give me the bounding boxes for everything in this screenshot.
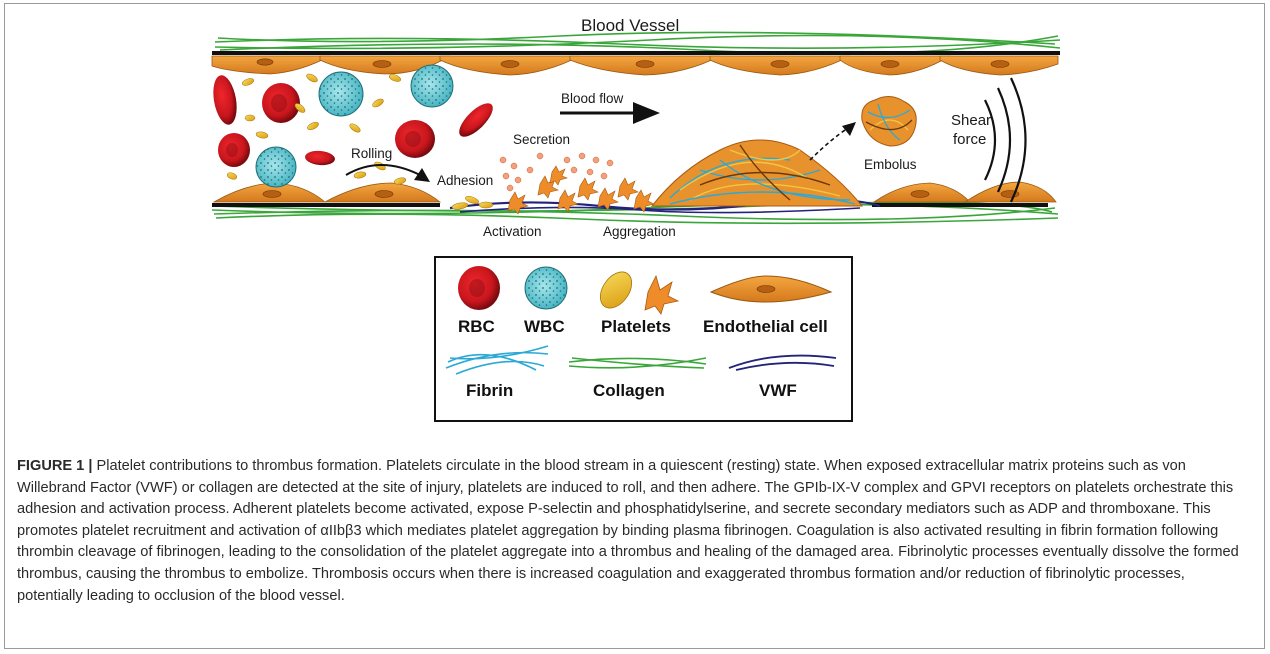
bottom-vessel-wall-left	[212, 203, 440, 207]
aggregation-label: Aggregation	[603, 224, 676, 239]
bottom-vessel-wall-right	[872, 203, 1048, 207]
activation-label: Activation	[483, 224, 542, 239]
embolus	[861, 96, 917, 147]
caption-text: Platelet contributions to thrombus forma…	[17, 458, 1239, 604]
shear-force-arcs	[984, 77, 1027, 203]
embolus-label: Embolus	[864, 157, 917, 172]
adhesion-label: Adhesion	[437, 173, 494, 188]
activated-platelets	[507, 165, 655, 215]
shear-label-line1: Shear	[951, 112, 992, 129]
legend-wbc-label: WBC	[524, 317, 565, 336]
thrombus-formation-figure: Blood Vessel Blood flow Secretion Rollin…	[211, 16, 1061, 422]
legend-vwf-label: VWF	[759, 381, 797, 400]
red-blood-cells	[213, 75, 493, 167]
top-collagen-layer	[214, 31, 1061, 55]
thrombus	[650, 139, 864, 207]
resting-platelets	[226, 73, 407, 185]
legend-platelet-activated-icon	[644, 274, 680, 315]
legend-platelets-label: Platelets	[601, 317, 671, 336]
legend-rbc-label: RBC	[458, 317, 495, 336]
legend-vwf-icon	[728, 354, 837, 371]
figure-label: FIGURE 1 |	[17, 458, 93, 474]
top-vessel-wall	[212, 51, 1060, 55]
legend-fibrin-label: Fibrin	[466, 381, 514, 400]
secretion-label: Secretion	[513, 132, 571, 147]
top-endothelium	[211, 55, 1059, 76]
legend-collagen-label: Collagen	[593, 381, 665, 400]
rolling-label: Rolling	[351, 146, 393, 161]
legend-box: RBC WBC Platelets Endothelial cell Fibri…	[434, 256, 853, 422]
shear-label-line2: force	[953, 131, 987, 148]
legend-symbols	[445, 266, 837, 375]
legend-platelet-resting-icon	[599, 271, 633, 309]
legend-endothelial-label: Endothelial cell	[703, 317, 828, 336]
secretion-granules	[499, 152, 614, 192]
adhered-platelets	[451, 196, 494, 210]
vessel-title: Blood Vessel	[581, 16, 680, 35]
blood-flow-label: Blood flow	[561, 91, 624, 106]
figure-caption: FIGURE 1 | Platelet contributions to thr…	[17, 456, 1253, 607]
legend-collagen-icon	[568, 357, 707, 369]
figure-frame	[4, 3, 1265, 649]
embolus-arrow	[809, 127, 849, 161]
legend-fibrin-icon	[445, 345, 549, 375]
white-blood-cells	[255, 64, 454, 188]
rolling-arrow	[345, 164, 421, 176]
vessel-illustration	[211, 31, 1061, 225]
